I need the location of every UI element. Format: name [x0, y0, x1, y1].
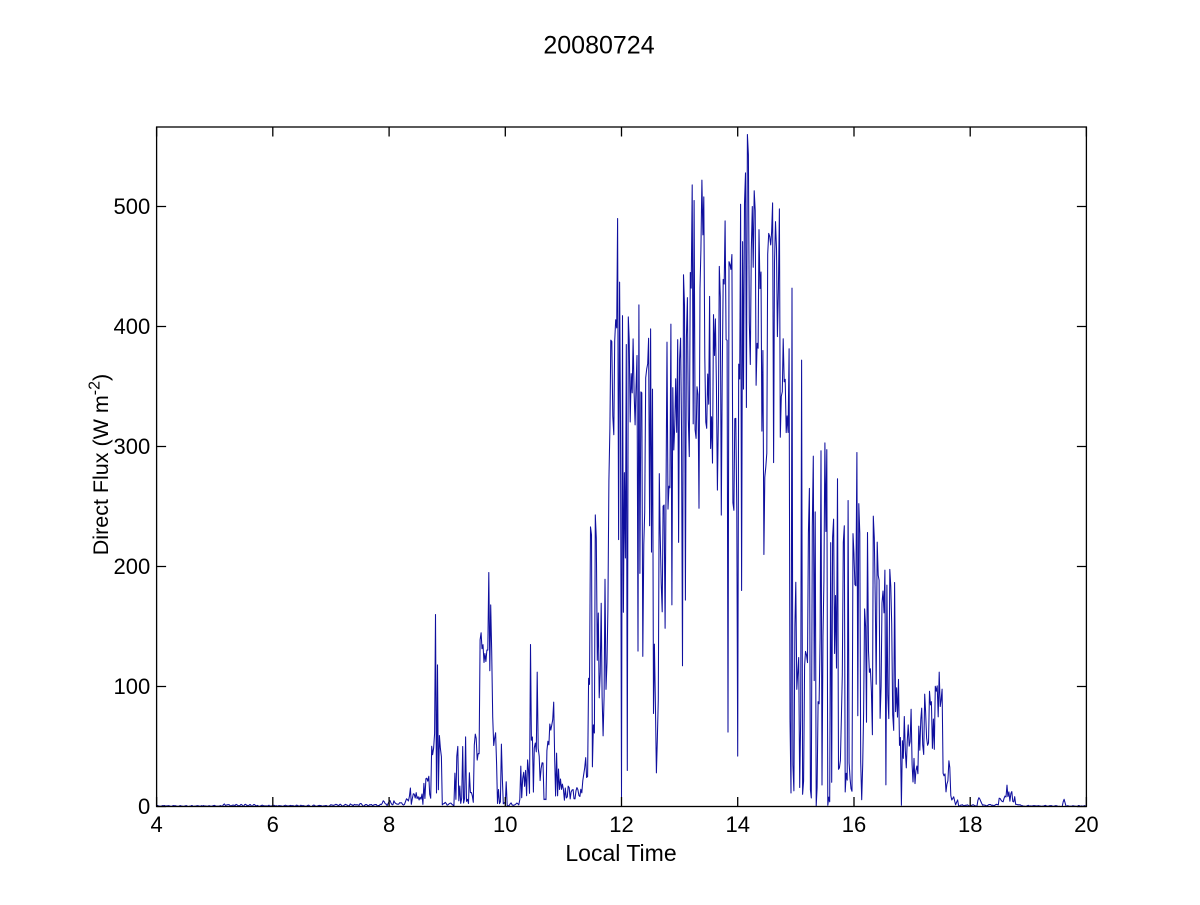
svg-text:Local Time: Local Time: [565, 840, 676, 866]
svg-text:100: 100: [113, 674, 150, 699]
svg-text:12: 12: [609, 812, 633, 837]
svg-text:200: 200: [113, 554, 150, 579]
svg-text:500: 500: [113, 194, 150, 219]
svg-text:300: 300: [113, 434, 150, 459]
svg-text:6: 6: [267, 812, 279, 837]
svg-text:20080724: 20080724: [543, 32, 654, 60]
svg-text:16: 16: [842, 812, 866, 837]
svg-text:10: 10: [493, 812, 517, 837]
svg-text:4: 4: [150, 812, 162, 837]
svg-text:400: 400: [113, 314, 150, 339]
svg-text:20: 20: [1074, 812, 1098, 837]
svg-text:0: 0: [138, 794, 150, 819]
svg-text:14: 14: [725, 812, 749, 837]
svg-text:18: 18: [958, 812, 982, 837]
svg-text:8: 8: [383, 812, 395, 837]
svg-text:Direct Flux (W m-2): Direct Flux (W m-2): [87, 374, 114, 555]
